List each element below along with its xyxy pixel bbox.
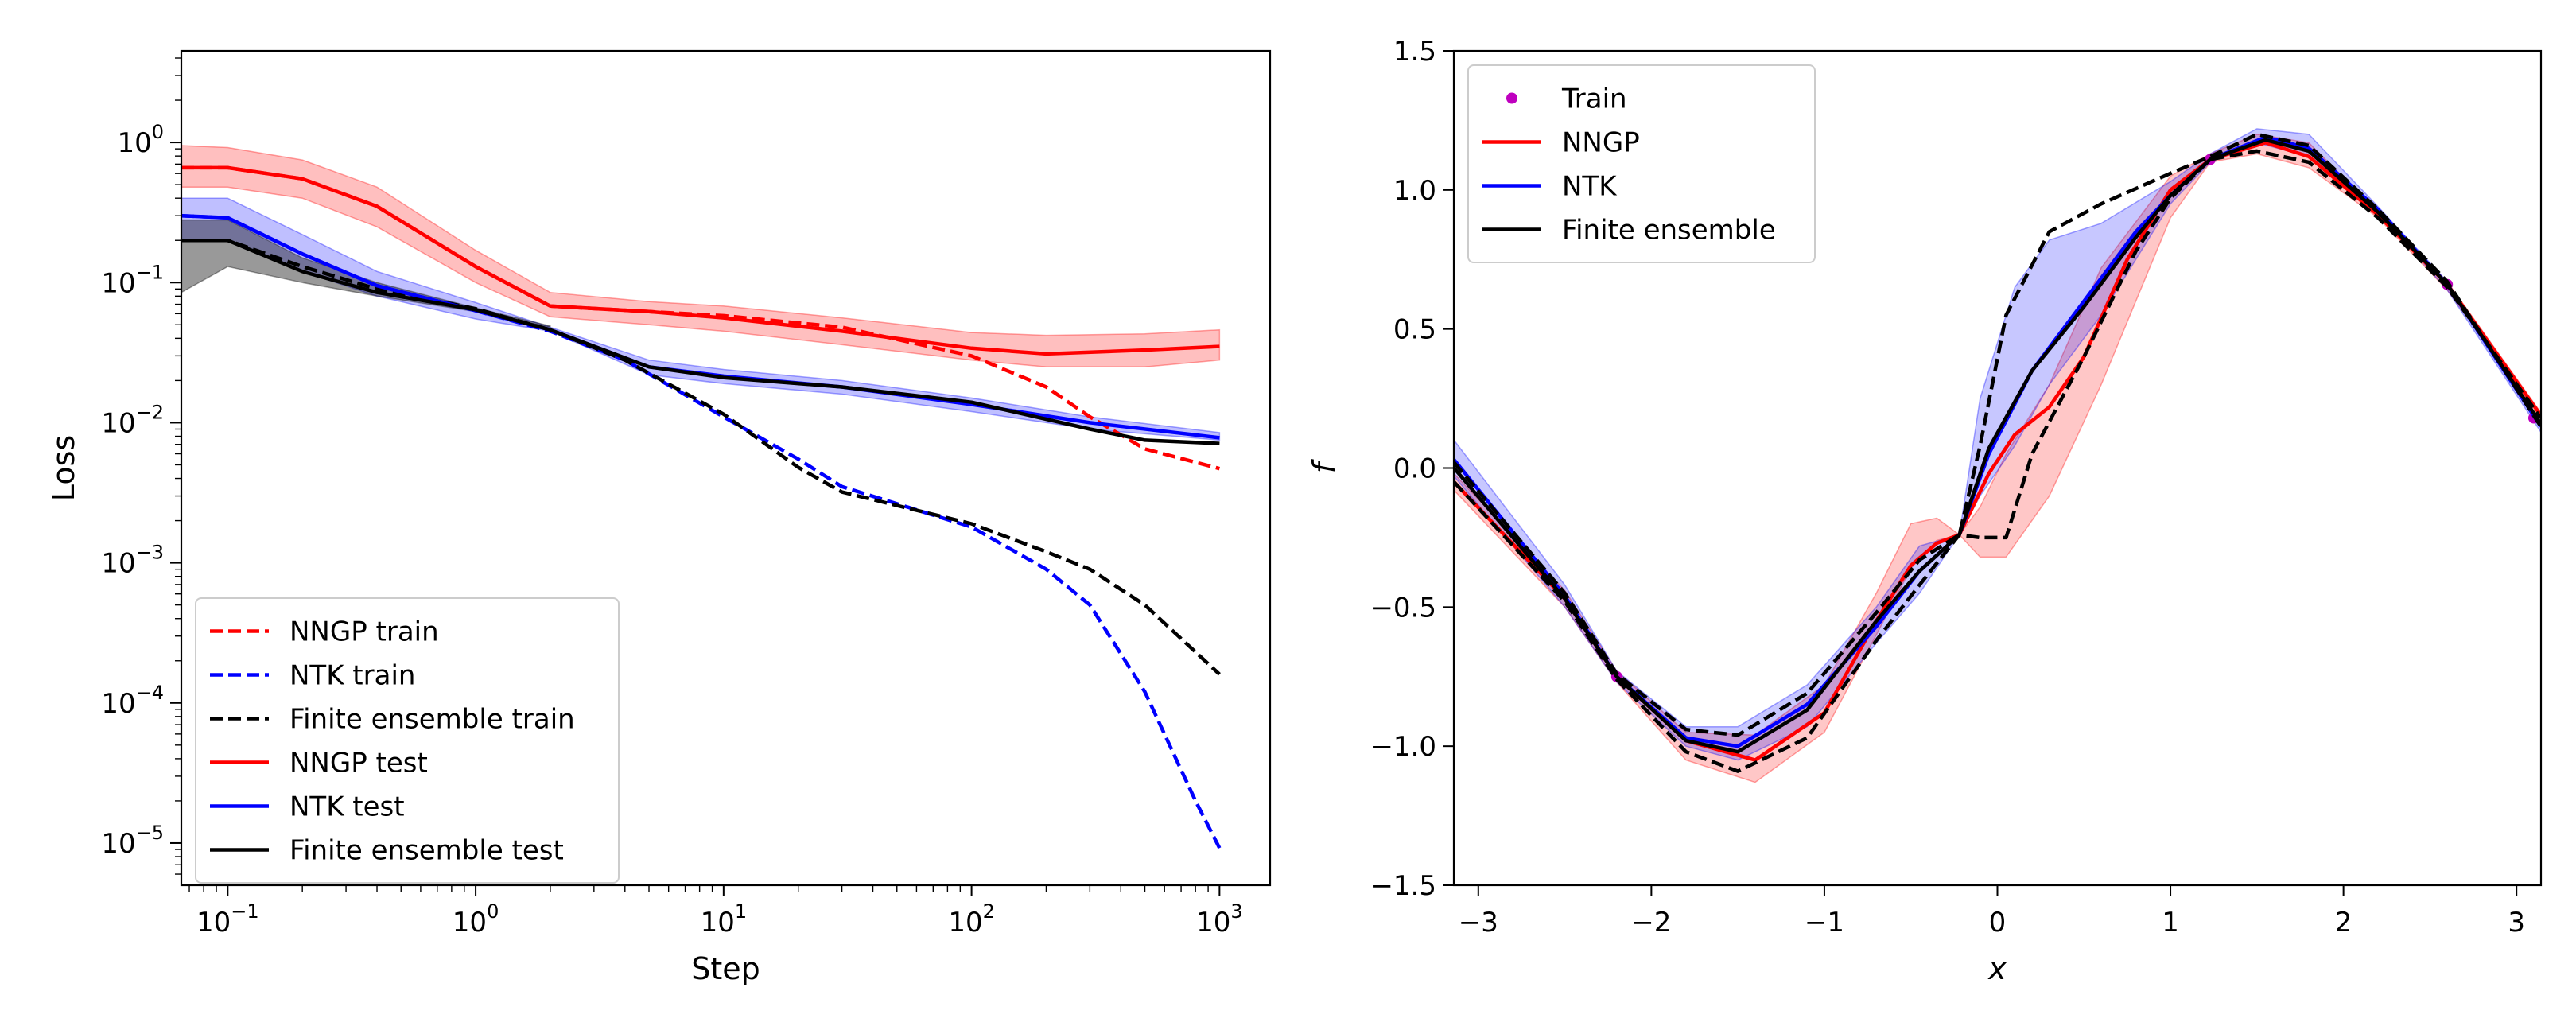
series-line-band-edge-5 <box>1454 132 2541 737</box>
y-tick-label: 1.5 <box>1393 36 1436 68</box>
plot-area <box>1454 128 2541 783</box>
legend-label-ntk: NTK <box>1562 171 1618 203</box>
y-tick-label: −1.5 <box>1370 870 1436 902</box>
x-tick-label: 10−1 <box>196 900 259 939</box>
legend: Train NNGP NTK Finite ensemble <box>1467 64 1816 263</box>
y-tick-label: 10−4 <box>101 682 164 720</box>
legend-label-ntk-test: NTK test <box>289 791 405 823</box>
x-tick-label: −1 <box>1805 907 1844 939</box>
x-tick-label: 102 <box>948 900 995 939</box>
series-line-nngp <box>1454 141 2541 762</box>
x-tick-label: −3 <box>1459 907 1498 939</box>
y-tick-label: 10−1 <box>101 261 164 299</box>
x-tick-label: 3 <box>2508 907 2525 939</box>
function-panel: −3 −2 −1 0 1 2 3 −1.5 −1.0 −0.5 0.0 0.5 1.0 1.5 x f Trai… <box>1307 36 2543 986</box>
y-tick-label: 0.5 <box>1393 314 1436 346</box>
plot-area <box>181 145 1222 849</box>
x-tick-label: 101 <box>701 900 748 939</box>
y-tick-label: 1.0 <box>1393 175 1436 207</box>
legend-frame <box>195 597 620 884</box>
y-tick-label: 100 <box>117 121 164 159</box>
uncertainty-band-2 <box>181 219 551 328</box>
legend-label-ntk-train: NTK train <box>289 660 415 692</box>
x-tick-label: 103 <box>1196 900 1243 939</box>
series-line-band-edge-4 <box>1454 149 2541 773</box>
y-axis-label: Loss <box>46 435 81 501</box>
legend: NNGP train NTK train Finite ensemble train… <box>195 597 620 884</box>
x-tick-label: 2 <box>2335 907 2353 939</box>
x-tick-label: −2 <box>1631 907 1671 939</box>
y-tick-label: −0.5 <box>1370 592 1436 624</box>
uncertainty-band-1 <box>181 197 1221 441</box>
legend-label-nngp-test: NNGP test <box>289 748 428 779</box>
y-tick-label: −1.0 <box>1370 731 1436 763</box>
legend-label-nngp: NNGP <box>1562 127 1640 159</box>
loss-panel: 10−1 100 101 102 103 10−5 10−4 10−3 10−2 10−1 100 S… <box>46 49 1272 986</box>
y-axis-label: f <box>1307 458 1342 473</box>
x-tick-label: 1 <box>2162 907 2179 939</box>
x-tick-label: 0 <box>1989 907 2007 939</box>
y-tick-label: 10−2 <box>101 401 164 439</box>
legend-label-finite-ensemble-train: Finite ensemble train <box>289 704 575 736</box>
x-axis-label: x <box>1987 951 2007 986</box>
y-tick-label: 10−3 <box>101 542 164 580</box>
series-line-finite-ensemble <box>1454 138 2541 754</box>
uncertainty-band-0 <box>181 145 1221 368</box>
legend-frame <box>1467 64 1816 263</box>
series-line-finite-ensemble-train <box>181 238 1221 676</box>
legend-label-finite-ensemble-test: Finite ensemble test <box>289 835 564 867</box>
y-tick-label: 0.0 <box>1393 453 1436 485</box>
legend-marker-train <box>1506 92 1517 104</box>
series-line-nngp-test <box>181 165 1220 356</box>
series-line-finite-ensemble-test <box>181 238 1220 445</box>
legend-label-train: Train <box>1561 84 1627 115</box>
x-tick-label: 100 <box>453 900 499 939</box>
y-tick-label: 10−5 <box>101 822 164 860</box>
legend-label-nngp-train: NNGP train <box>289 616 439 648</box>
legend-label-finite-ensemble: Finite ensemble <box>1562 215 1776 247</box>
axes-frame <box>180 49 1272 887</box>
x-axis-label: Step <box>691 951 760 986</box>
